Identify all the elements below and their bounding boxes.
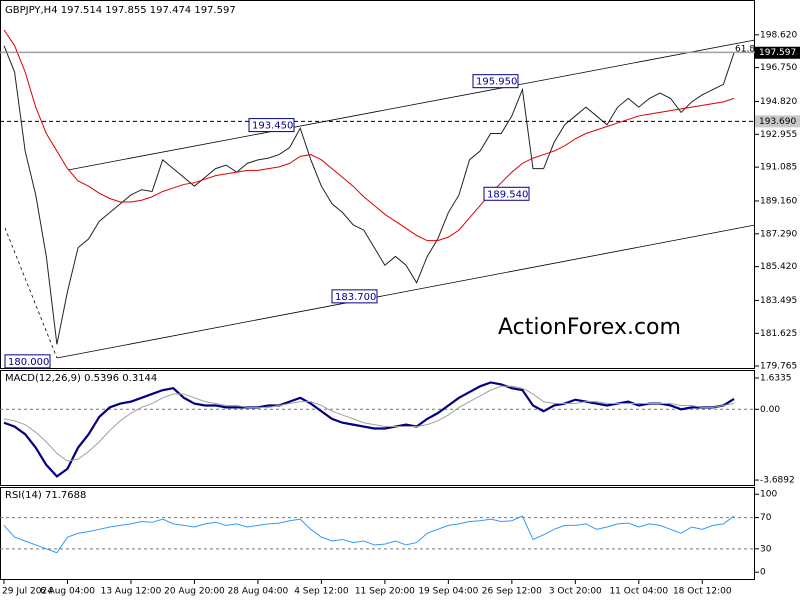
annotation-box [472, 74, 519, 89]
series-line [3, 385, 735, 462]
channel-dashed [4, 227, 58, 359]
annotation-box [331, 289, 378, 304]
level-box [755, 115, 800, 128]
series-line [3, 45, 735, 345]
x-tick-label: 11 Oct 04:00 [609, 587, 668, 597]
annotation-label: 183.700 [335, 292, 376, 303]
annotation-box [248, 118, 295, 133]
y-tick-label: 1.6335 [760, 373, 792, 383]
x-tick-label: 18 Oct 12:00 [673, 587, 732, 597]
channel-upper [67, 39, 756, 171]
series-line [3, 29, 735, 242]
x-tick-label: 13 Aug 12:00 [101, 587, 162, 597]
macd-panel [0, 370, 755, 486]
y-tick-label: -3.6892 [760, 476, 795, 486]
annotation-box [483, 186, 530, 201]
x-tick-label: 4 Sep 12:00 [294, 587, 349, 597]
annotation-box [4, 354, 51, 369]
y-tick-label: 183.495 [760, 296, 797, 306]
annotation-label: 180.000 [8, 357, 49, 368]
x-tick-label: 19 Sep 04:00 [418, 587, 478, 597]
y-tick-label: 0.00 [760, 405, 780, 415]
y-tick-label: 196.750 [760, 63, 797, 73]
current-price-label: 197.597 [759, 48, 796, 58]
y-tick-label: 191.085 [760, 163, 797, 173]
channel-lower [56, 224, 756, 359]
y-tick-label: 194.820 [760, 97, 797, 107]
y-tick-label: 198.620 [760, 30, 797, 40]
y-tick-label: 179.765 [760, 361, 797, 371]
watermark: ActionForex.com [498, 315, 681, 340]
y-tick-label: 185.420 [760, 262, 797, 272]
y-tick-label: 187.290 [760, 229, 797, 239]
y-tick-label: 192.955 [760, 130, 797, 140]
current-price-box [755, 46, 800, 59]
y-tick-label: 189.160 [760, 196, 797, 206]
chart-title: GBPJPY,H4 197.514 197.855 197.474 197.59… [5, 5, 236, 16]
price-panel [0, 0, 755, 369]
y-tick-label: 181.625 [760, 329, 797, 339]
annotation-label: 193.450 [252, 121, 293, 132]
x-tick-label: 11 Sep 20:00 [355, 587, 415, 597]
x-tick-label: 6 Aug 04:00 [40, 587, 95, 597]
series-line [3, 515, 735, 554]
x-tick-label: 26 Sep 12:00 [482, 587, 542, 597]
y-tick-label: 0 [760, 568, 766, 578]
x-tick-label: 20 Aug 20:00 [164, 587, 225, 597]
y-tick-label: 100 [760, 490, 777, 500]
x-tick-label: 28 Aug 04:00 [228, 587, 289, 597]
annotation-label: 189.540 [487, 189, 528, 200]
series-line [3, 381, 735, 478]
rsi-title: RSI(14) 71.7688 [5, 490, 86, 501]
fib-label: 61.8 [735, 45, 755, 55]
level-label: 193.690 [759, 117, 796, 127]
macd-title: MACD(12,26,9) 0.5396 0.3144 [5, 373, 157, 384]
rsi-panel [0, 487, 755, 580]
y-tick-label: 70 [760, 513, 772, 523]
x-tick-label: 3 Oct 20:00 [549, 587, 602, 597]
annotation-label: 195.950 [476, 77, 517, 88]
x-tick-label: 29 Jul 2024 [2, 587, 53, 597]
y-tick-label: 30 [760, 544, 772, 554]
